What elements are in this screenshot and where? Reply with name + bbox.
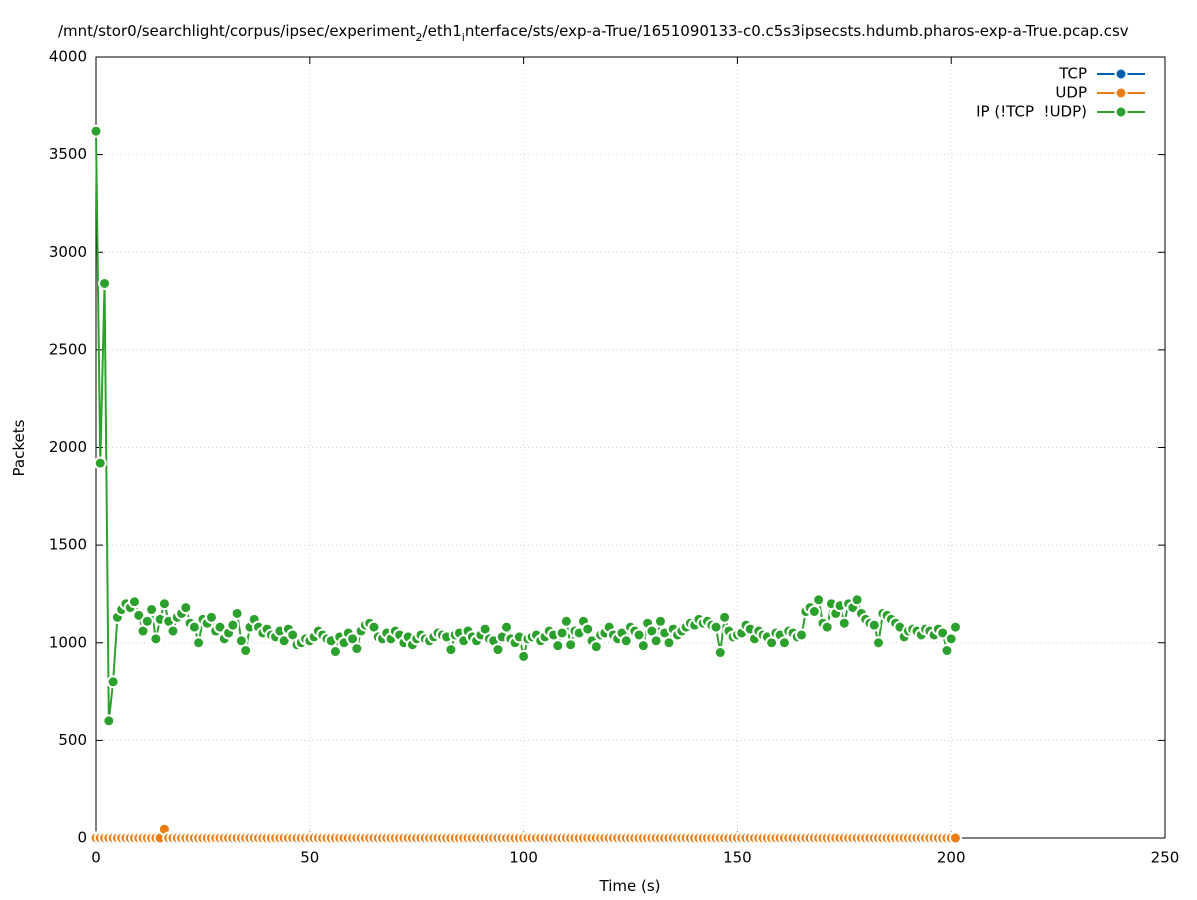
data-point: [718, 610, 732, 624]
y-tick-label: 2500: [49, 340, 87, 358]
data-point: [948, 620, 962, 634]
data-point: [157, 597, 171, 611]
data-point: [872, 636, 886, 650]
y-tick-label: 2000: [49, 438, 87, 456]
data-point: [127, 595, 141, 609]
data-point: [89, 124, 103, 138]
data-point: [807, 605, 821, 619]
title-part: nterface/sts/exp-a-True/1651090133-c0.c5…: [465, 22, 1129, 40]
data-point: [777, 636, 791, 650]
data-point: [230, 606, 244, 620]
data-point: [226, 618, 240, 632]
data-point: [662, 636, 676, 650]
data-point: [350, 642, 364, 656]
x-axis-label: Time (s): [599, 877, 661, 895]
title-part: /mnt/stor0/searchlight/corpus/ipsec/expe…: [58, 22, 416, 40]
x-tick-label: 0: [91, 849, 101, 867]
data-point: [581, 622, 595, 636]
data-point: [98, 276, 112, 290]
y-tick-label: 3000: [49, 243, 87, 261]
data-point: [589, 640, 603, 654]
data-point: [187, 620, 201, 634]
x-tick-label: 150: [723, 849, 752, 867]
x-tick-label: 50: [300, 849, 319, 867]
y-tick-label: 1500: [49, 536, 87, 554]
x-tick-label: 250: [1151, 849, 1180, 867]
y-tick-label: 1000: [49, 633, 87, 651]
legend-marker: [1114, 105, 1128, 119]
data-point: [713, 646, 727, 660]
data-point: [820, 620, 834, 634]
data-point: [204, 610, 218, 624]
data-point: [936, 626, 950, 640]
legend-label: TCP: [1058, 65, 1087, 83]
data-point: [444, 643, 458, 657]
legend-marker: [1114, 86, 1128, 100]
data-point: [867, 618, 881, 632]
data-point: [555, 626, 569, 640]
x-tick-label: 200: [937, 849, 966, 867]
legend-marker: [1114, 67, 1128, 81]
data-point: [149, 632, 163, 646]
legend-label: IP (!TCP !UDP): [976, 103, 1087, 121]
data-point: [944, 632, 958, 646]
data-point: [551, 639, 565, 653]
data-point: [102, 714, 116, 728]
y-axis-label: Packets: [10, 419, 28, 476]
data-point: [653, 614, 667, 628]
data-point: [140, 614, 154, 628]
data-point: [619, 634, 633, 648]
title-subscript: 2: [416, 31, 423, 44]
data-point: [564, 638, 578, 652]
data-point: [559, 614, 573, 628]
y-tick-label: 4000: [49, 48, 87, 66]
data-point: [491, 643, 505, 657]
data-point: [277, 634, 291, 648]
data-point: [328, 645, 342, 659]
data-point: [837, 616, 851, 630]
data-point: [850, 593, 864, 607]
data-point: [179, 601, 193, 615]
data-point: [632, 628, 646, 642]
title-part: /eth1: [423, 22, 462, 40]
title-subscript: i: [462, 31, 465, 44]
data-point: [649, 634, 663, 648]
y-tick-label: 3500: [49, 145, 87, 163]
y-tick-label: 0: [77, 829, 87, 847]
data-point: [239, 644, 253, 658]
data-point: [636, 639, 650, 653]
data-point: [132, 608, 146, 622]
data-point: [192, 636, 206, 650]
y-tick-label: 500: [58, 731, 87, 749]
data-point: [795, 628, 809, 642]
data-point: [812, 593, 826, 607]
data-point: [145, 603, 159, 617]
chart-title: /mnt/stor0/searchlight/corpus/ipsec/expe…: [58, 22, 1129, 44]
data-point: [499, 620, 513, 634]
legend-label: UDP: [1055, 84, 1087, 102]
data-point: [213, 620, 227, 634]
data-point: [166, 624, 180, 638]
data-point: [517, 649, 531, 663]
data-point: [106, 675, 120, 689]
data-point: [93, 456, 107, 470]
data-point: [940, 644, 954, 658]
data-point: [948, 831, 962, 845]
x-tick-label: 100: [509, 849, 538, 867]
data-point: [709, 620, 723, 634]
